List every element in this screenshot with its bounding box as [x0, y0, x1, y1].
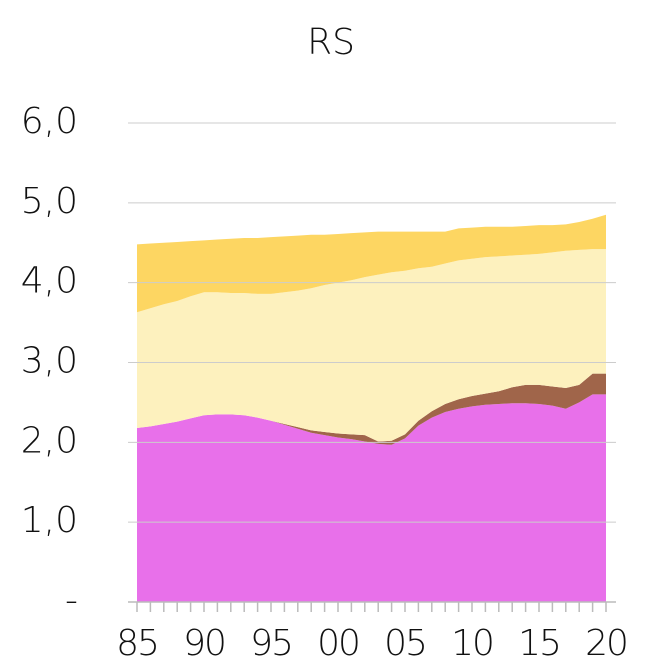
y-tick-label: 1,0	[21, 500, 78, 541]
x-tick-label: 05	[384, 623, 426, 664]
x-tick-label: 85	[116, 623, 158, 664]
y-tick-label: 3,0	[21, 341, 78, 382]
x-tick-label: 00	[317, 623, 359, 664]
x-tick-label: 10	[451, 623, 493, 664]
y-tick-label: 6,0	[21, 101, 78, 142]
area	[137, 249, 606, 442]
x-tick-label: 90	[183, 623, 225, 664]
x-tick-label: 15	[518, 623, 560, 664]
y-tick-label: 5,0	[21, 181, 78, 222]
x-tick-label: 95	[250, 623, 292, 664]
area	[137, 214, 606, 313]
y-tick-label: -	[65, 580, 78, 621]
x-tick-label: 20	[585, 623, 627, 664]
y-tick-label: 4,0	[21, 261, 78, 302]
area	[137, 394, 606, 602]
chart-title: RS	[307, 22, 355, 63]
y-tick-label: 2,0	[21, 420, 78, 461]
